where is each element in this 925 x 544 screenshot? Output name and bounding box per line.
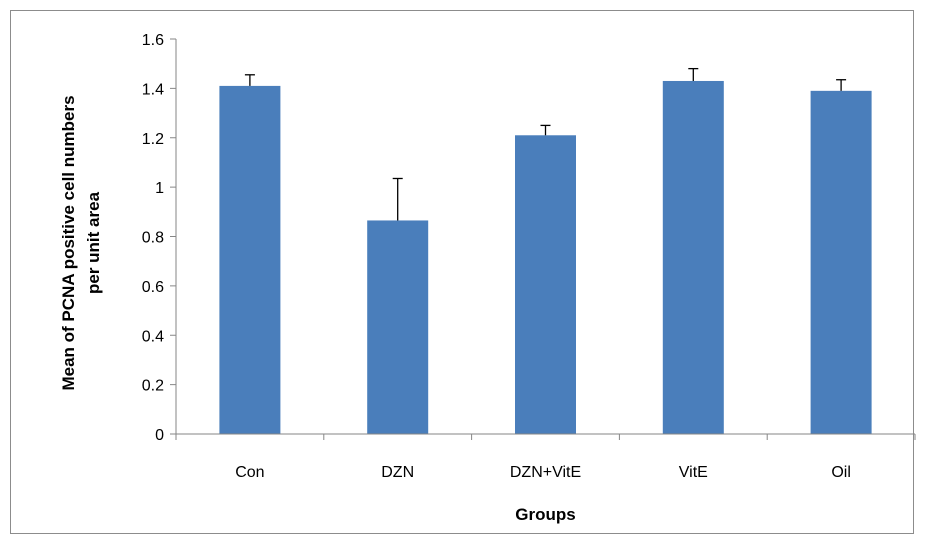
bar-dzn — [367, 220, 429, 434]
bar-vite — [662, 80, 724, 434]
y-axis-title-line-2: per unit area — [84, 191, 103, 294]
x-axis-title: Groups — [515, 505, 575, 524]
x-tick-label: Con — [235, 464, 264, 481]
bars — [219, 80, 872, 434]
y-tick-label: 0.6 — [142, 279, 164, 296]
x-tick-label: VitE — [679, 464, 708, 481]
y-axis-title: Mean of PCNA positive cell numbers per u… — [59, 95, 103, 390]
x-tick-label: DZN — [381, 464, 414, 481]
y-tick-label: 0.4 — [142, 328, 164, 345]
bar-dzn-vite — [515, 135, 576, 434]
x-tick-label: Oil — [831, 464, 851, 481]
y-tick-label: 1 — [155, 180, 164, 197]
error-bars — [244, 67, 847, 221]
y-tick-label: 1.6 — [142, 32, 164, 49]
bar-oil — [810, 90, 872, 434]
y-tick-label: 0 — [155, 427, 164, 444]
chart-frame — [10, 10, 914, 534]
y-axis-ticks: 0 0.2 0.4 0.6 0.8 1 1.2 1.4 1.6 — [142, 32, 176, 444]
y-axis-title-line-1: Mean of PCNA positive cell numbers — [59, 95, 78, 390]
y-tick-label: 1.4 — [142, 81, 164, 98]
x-tick-label: DZN+VitE — [510, 464, 581, 481]
y-tick-label: 1.2 — [142, 131, 164, 148]
y-tick-label: 0.2 — [142, 378, 164, 395]
y-tick-label: 0.8 — [142, 230, 164, 247]
bar-con — [219, 85, 281, 434]
x-axis-ticks: Con DZN DZN+VitE VitE Oil — [175, 434, 916, 481]
